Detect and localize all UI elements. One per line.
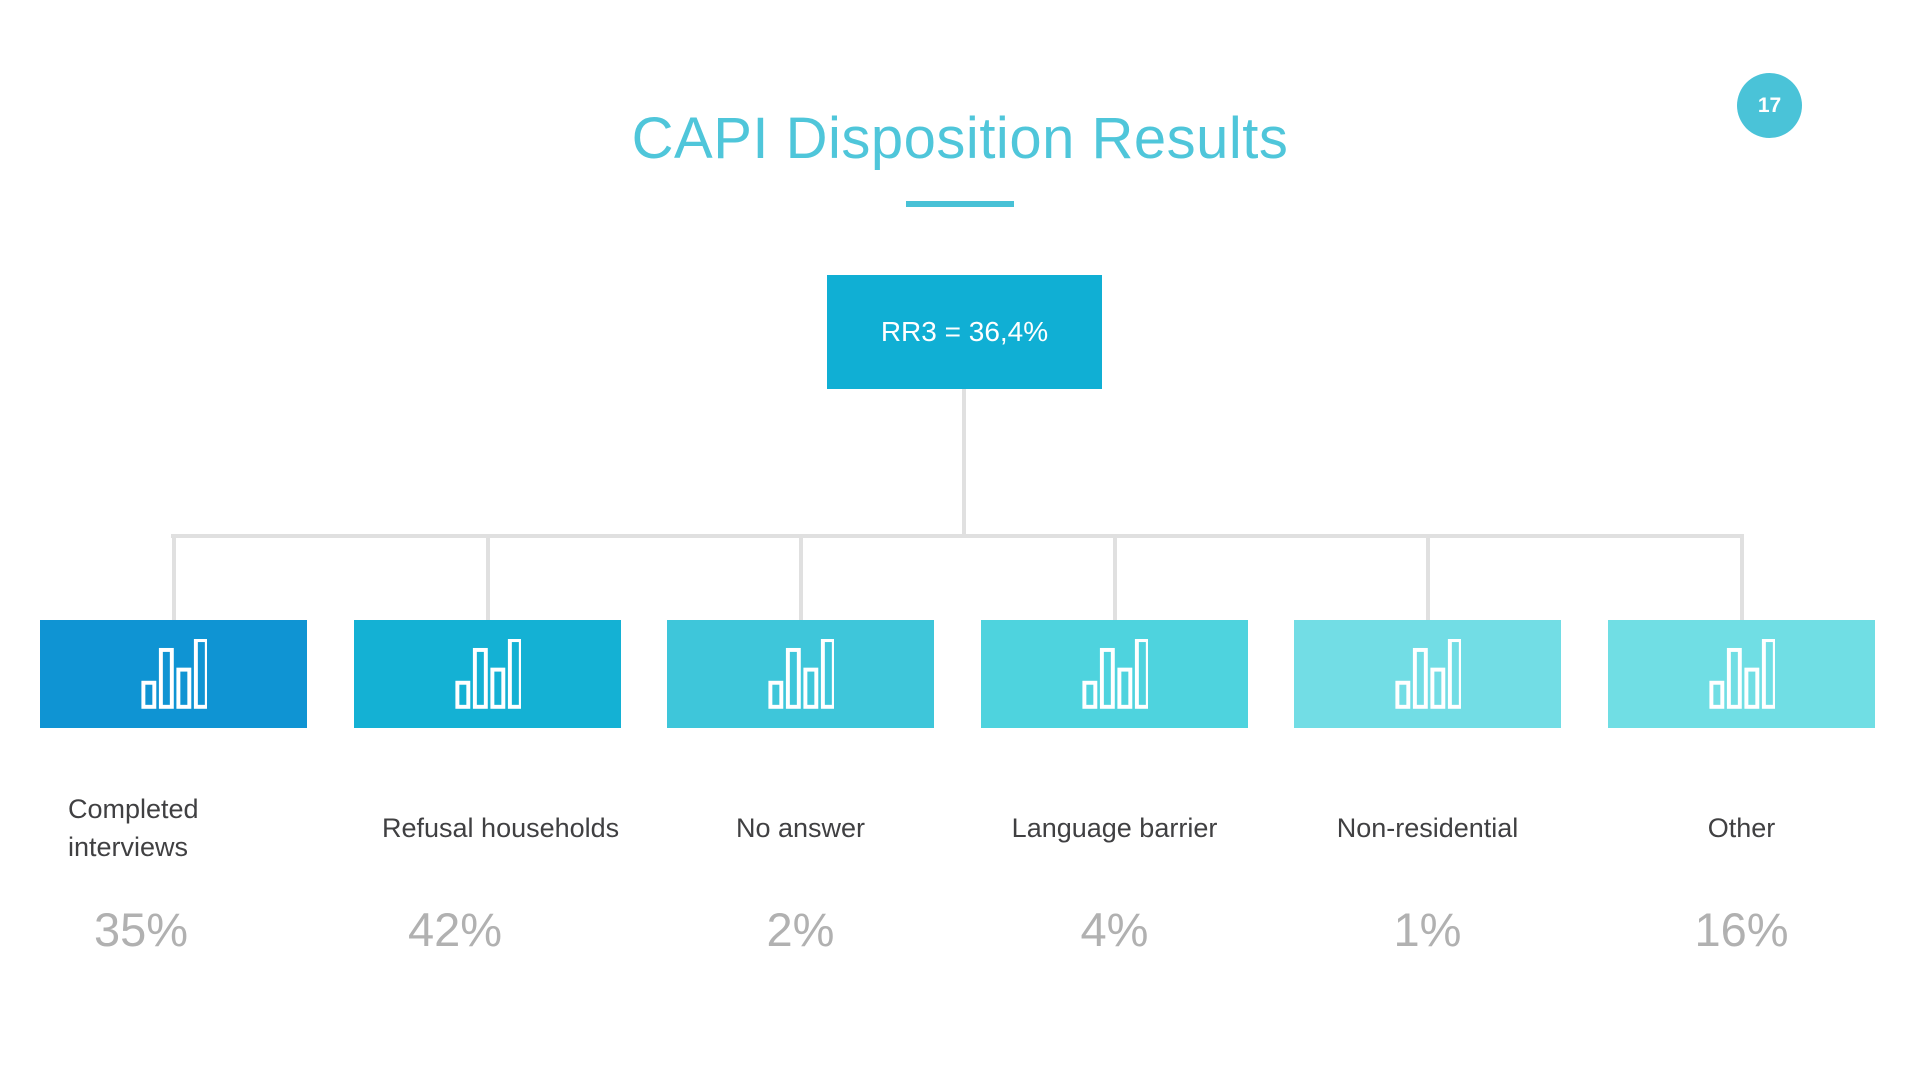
title-underline <box>906 201 1014 207</box>
bar-chart-icon <box>454 639 521 709</box>
leaf-percent: 35% <box>94 903 189 956</box>
leaf-label: Completed interviews <box>68 794 199 862</box>
leaf-box <box>981 620 1248 728</box>
leaf-percent: 16% <box>1694 903 1789 956</box>
connector-drop <box>485 534 490 620</box>
leaf-box <box>40 620 307 728</box>
leaf-box <box>354 620 621 728</box>
leaf-box <box>1294 620 1561 728</box>
connector-drop <box>1112 534 1117 620</box>
leaf-label: Other <box>1707 813 1776 843</box>
leaf-percent: 1% <box>1393 903 1462 956</box>
connector-root-vertical <box>962 389 966 536</box>
page-number-badge: 17 <box>1737 73 1802 138</box>
connector-drop <box>1425 534 1430 620</box>
root-node-label: RR3 = 36,4% <box>880 316 1049 347</box>
connector-drop <box>798 534 803 620</box>
bar-chart-icon <box>140 639 207 709</box>
page-number: 17 <box>1757 93 1782 117</box>
leaf-percent: 4% <box>1080 903 1149 956</box>
bar-chart-icon <box>1708 639 1775 709</box>
leaf-label: Language barrier <box>1011 813 1218 843</box>
bar-chart-icon <box>767 639 834 709</box>
leaf-label: No answer <box>735 813 866 843</box>
leaf-label: Refusal households <box>382 813 620 843</box>
leaf-label: Non-residential <box>1336 813 1519 843</box>
leaf-box <box>1608 620 1875 728</box>
bar-chart-icon <box>1081 639 1148 709</box>
page-title: CAPI Disposition Results <box>631 106 1289 171</box>
connector-drop <box>1739 534 1744 620</box>
leaf-percent: 2% <box>766 903 835 956</box>
connector-horizontal <box>171 534 1743 538</box>
root-node: RR3 = 36,4% <box>827 275 1102 389</box>
leaf-percent: 42% <box>408 903 503 956</box>
leaf-box <box>667 620 934 728</box>
connector-drop <box>171 534 176 620</box>
bar-chart-icon <box>1394 639 1461 709</box>
